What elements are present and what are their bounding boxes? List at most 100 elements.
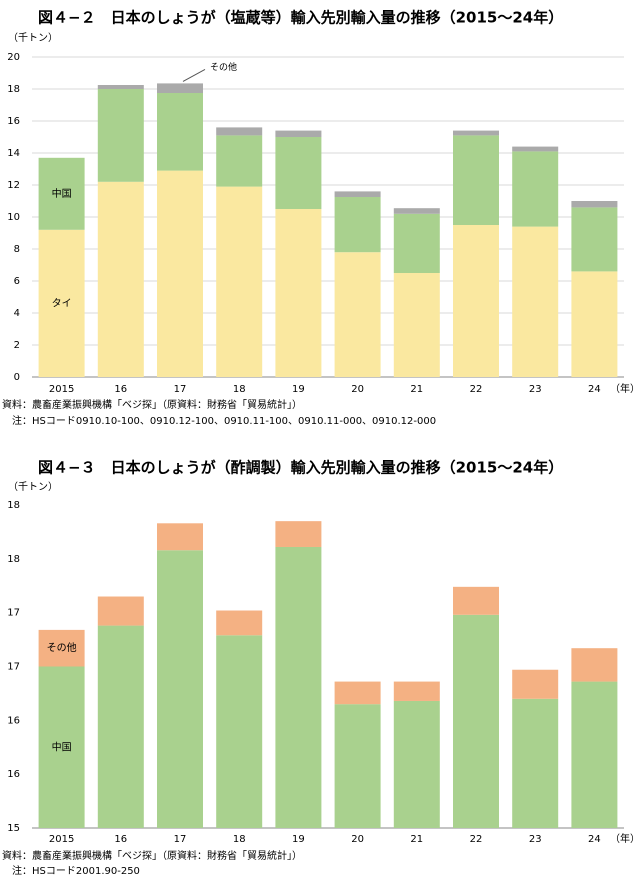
x-tick-label: 19 xyxy=(292,384,305,395)
bar-segment xyxy=(334,197,381,253)
x-tick-label: 18 xyxy=(233,834,246,845)
bar-segment xyxy=(275,130,322,137)
x-tick-label: 18 xyxy=(233,384,246,395)
bar-segment xyxy=(216,135,263,187)
x-tick-label: 16 xyxy=(114,834,127,845)
y-tick-label: 18 xyxy=(7,500,20,511)
x-tick-label: 20 xyxy=(351,384,364,395)
x-tick-label: 16 xyxy=(114,384,127,395)
bar-segment xyxy=(571,648,618,682)
bar-segment xyxy=(393,273,440,377)
x-tick-label: 20 xyxy=(351,834,364,845)
bar-segment xyxy=(97,596,144,626)
source: 資料：農畜産業振興機構「ベジ探」（原資料：財務省「貿易統計」） xyxy=(2,849,302,862)
bar-segment xyxy=(97,85,144,89)
x-tick-label: 23 xyxy=(529,384,542,395)
series-label: その他 xyxy=(210,61,237,73)
y-tick-label: 6 xyxy=(14,276,20,287)
bar-segment xyxy=(38,629,85,667)
bar-segment xyxy=(97,181,144,377)
x-tick-label: 23 xyxy=(529,834,542,845)
x-tick-label: 17 xyxy=(174,834,187,845)
y-axis-label: （千トン） xyxy=(8,32,58,44)
y-tick-label: 12 xyxy=(7,180,20,191)
y-tick-label: 0 xyxy=(14,372,20,383)
x-tick-label: 21 xyxy=(410,834,423,845)
bar-segment xyxy=(216,186,263,377)
bar-segment xyxy=(334,252,381,377)
bar-segment xyxy=(275,521,322,547)
bar-segment xyxy=(571,207,618,272)
y-tick-label: 16 xyxy=(7,715,20,726)
y-tick-label: 18 xyxy=(7,84,20,95)
x-tick-label: 2015 xyxy=(49,834,74,845)
y-tick-label: 8 xyxy=(14,244,20,255)
y-tick-label: 10 xyxy=(7,212,20,223)
leader-line xyxy=(182,68,206,82)
bar-segment xyxy=(393,208,440,214)
bar-segment xyxy=(38,229,85,377)
bar-segment xyxy=(393,700,440,828)
y-axis-label: （千トン） xyxy=(8,481,58,493)
bar-segment xyxy=(157,83,203,93)
bar-segment xyxy=(453,225,499,377)
bar-segment xyxy=(453,586,499,615)
x-tick-label: 2015 xyxy=(49,384,74,395)
y-tick-label: 20 xyxy=(7,52,20,63)
bar-segment xyxy=(393,681,440,701)
bar-segment xyxy=(512,151,559,227)
bar-segment xyxy=(157,523,203,551)
bar-segment xyxy=(97,625,144,828)
y-tick-label: 2 xyxy=(14,340,20,351)
note: 注：HSコード2001.90-250 xyxy=(12,864,140,877)
bar-segment xyxy=(216,127,263,136)
chart-title: 図４−３ 日本のしょうが（酢調製）輸入先別輸入量の推移（2015〜24年） xyxy=(38,459,563,477)
bar-segment xyxy=(334,704,381,828)
y-tick-label: 17 xyxy=(7,608,20,619)
bar-segment xyxy=(453,135,499,225)
x-tick-label: 22 xyxy=(470,384,483,395)
bar-segment xyxy=(216,610,263,636)
bar-segment xyxy=(453,130,499,136)
bar-segment xyxy=(216,635,263,828)
series-label: 中国 xyxy=(52,740,72,753)
y-tick-label: 16 xyxy=(7,769,20,780)
x-tick-label: 24 xyxy=(588,384,601,395)
series-label: その他 xyxy=(47,641,77,654)
bar-segment xyxy=(512,226,559,377)
bar-segment xyxy=(393,213,440,273)
bar-segment xyxy=(157,93,203,171)
series-label: タイ xyxy=(52,297,72,309)
x-tick-label: 21 xyxy=(410,384,423,395)
bar-segment xyxy=(275,546,322,828)
bar-segment xyxy=(512,669,559,699)
x-axis-unit: （年） xyxy=(610,382,640,395)
bar-segment xyxy=(157,170,203,377)
x-tick-label: 19 xyxy=(292,834,305,845)
bar-segment xyxy=(571,681,618,828)
y-tick-label: 16 xyxy=(7,116,20,127)
bar-segment xyxy=(38,157,85,230)
bar-segment xyxy=(275,137,322,209)
series-label: 中国 xyxy=(52,187,72,200)
bar-segment xyxy=(453,614,499,828)
chart-title: 図４−２ 日本のしょうが（塩蔵等）輸入先別輸入量の推移（2015〜24年） xyxy=(38,9,563,27)
bar-segment xyxy=(571,271,618,377)
y-tick-label: 4 xyxy=(14,308,20,319)
y-tick-label: 14 xyxy=(7,148,20,159)
bar-segment xyxy=(334,191,381,197)
bar-segment xyxy=(38,666,85,828)
bar-segment xyxy=(275,209,322,377)
x-tick-label: 22 xyxy=(470,834,483,845)
bar-segment xyxy=(512,146,559,152)
y-tick-label: 18 xyxy=(7,554,20,565)
x-axis-unit: （年） xyxy=(610,832,640,845)
note: 注：HSコード0910.10-100、0910.12-100、0910.11-1… xyxy=(12,414,436,427)
bar-segment xyxy=(571,201,618,208)
bar-segment xyxy=(334,681,381,705)
bar-segment xyxy=(512,698,559,828)
source: 資料：農畜産業振興機構「ベジ探」（原資料：財務省「貿易統計」） xyxy=(2,398,302,411)
y-tick-label: 15 xyxy=(7,823,20,834)
y-tick-label: 17 xyxy=(7,662,20,673)
